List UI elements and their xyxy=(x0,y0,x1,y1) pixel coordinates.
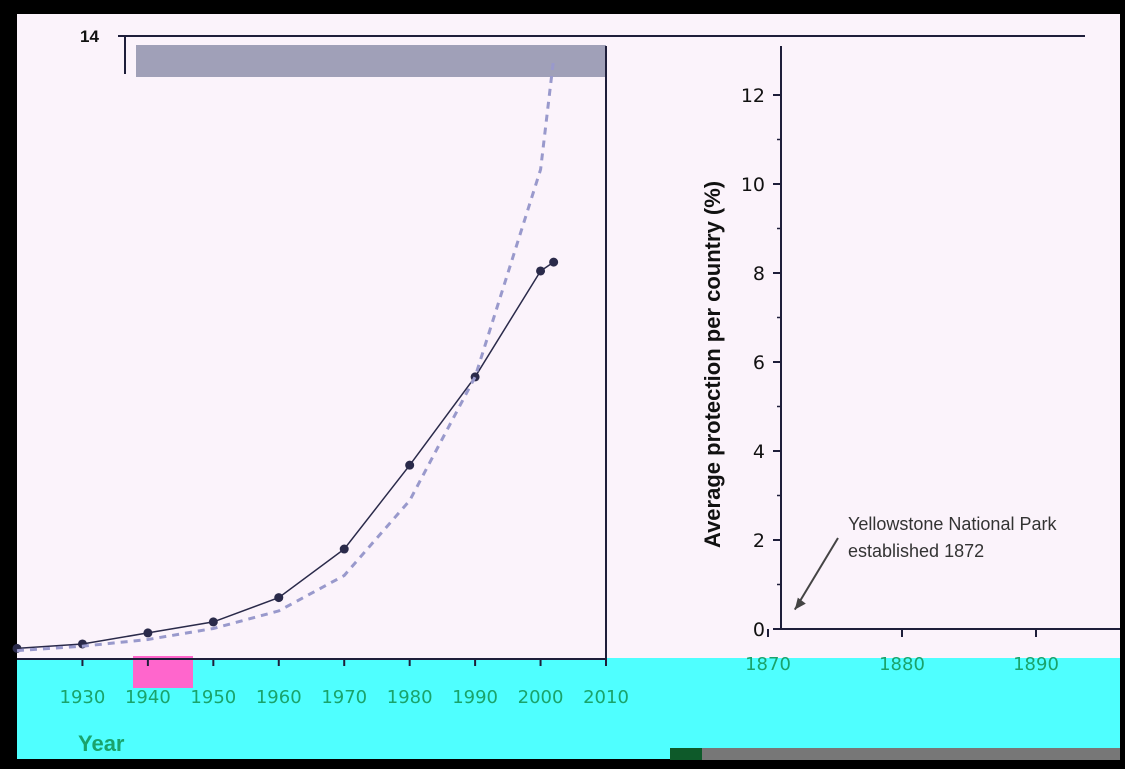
left-x-tick-label-1980: 1980 xyxy=(387,687,433,708)
annotation-arrow-shaft xyxy=(793,537,839,611)
right-y-tick-label-4: 4 xyxy=(753,441,765,463)
left-x-axis-title: Year xyxy=(78,731,125,756)
right-y-tick-label-8: 8 xyxy=(753,263,765,285)
left-series-point-1950 xyxy=(208,617,218,627)
artifact-block xyxy=(133,656,193,688)
left-x-tick-label-1950: 1950 xyxy=(190,687,236,708)
left-x-tick-label-1960: 1960 xyxy=(256,687,302,708)
gray-strip xyxy=(702,748,1120,760)
left-top-tick-label: 14 xyxy=(80,27,99,46)
left-series-solid-line xyxy=(16,261,555,650)
left-x-tick-label-2000: 2000 xyxy=(518,687,564,708)
left-series-point-1960 xyxy=(274,593,284,603)
right-y-tick-label-10: 10 xyxy=(741,174,765,196)
annotation-line-2: established 1872 xyxy=(848,541,984,561)
left-series-point-1940 xyxy=(143,628,153,638)
right-y-tick-label-6: 6 xyxy=(753,352,765,374)
annotation-line-1: Yellowstone National Park xyxy=(848,514,1057,534)
left-series-point-1970 xyxy=(339,544,349,554)
left-x-tick-label-1940: 1940 xyxy=(125,687,171,708)
left-series-dashed-line xyxy=(16,58,556,653)
left-x-tick-label-1990: 1990 xyxy=(452,687,498,708)
plot-background xyxy=(17,14,1120,664)
left-series-point-2000 xyxy=(536,266,546,276)
cyan-band xyxy=(17,658,1120,759)
left-series-point-2002 xyxy=(549,257,559,267)
right-x-tick-label-2: 1890 xyxy=(1013,654,1059,675)
green-block xyxy=(670,748,702,760)
left-x-tick-label-2010: 2010 xyxy=(583,687,629,708)
left-x-tick-label-1970: 1970 xyxy=(321,687,367,708)
scroll-strip xyxy=(136,45,606,77)
right-x-tick-label-1: 1880 xyxy=(879,654,925,675)
right-y-axis-title: Average protection per country (%) xyxy=(700,181,725,548)
left-x-tick-label-1930: 1930 xyxy=(60,687,106,708)
right-y-tick-label-12: 12 xyxy=(741,85,765,107)
left-series-point-1980 xyxy=(405,460,415,470)
right-x-tick-label-0: 1870 xyxy=(745,654,791,675)
right-y-tick-label-0: 0 xyxy=(753,619,765,641)
right-y-tick-label-2: 2 xyxy=(753,530,765,552)
annotation-arrow-head xyxy=(794,597,806,610)
